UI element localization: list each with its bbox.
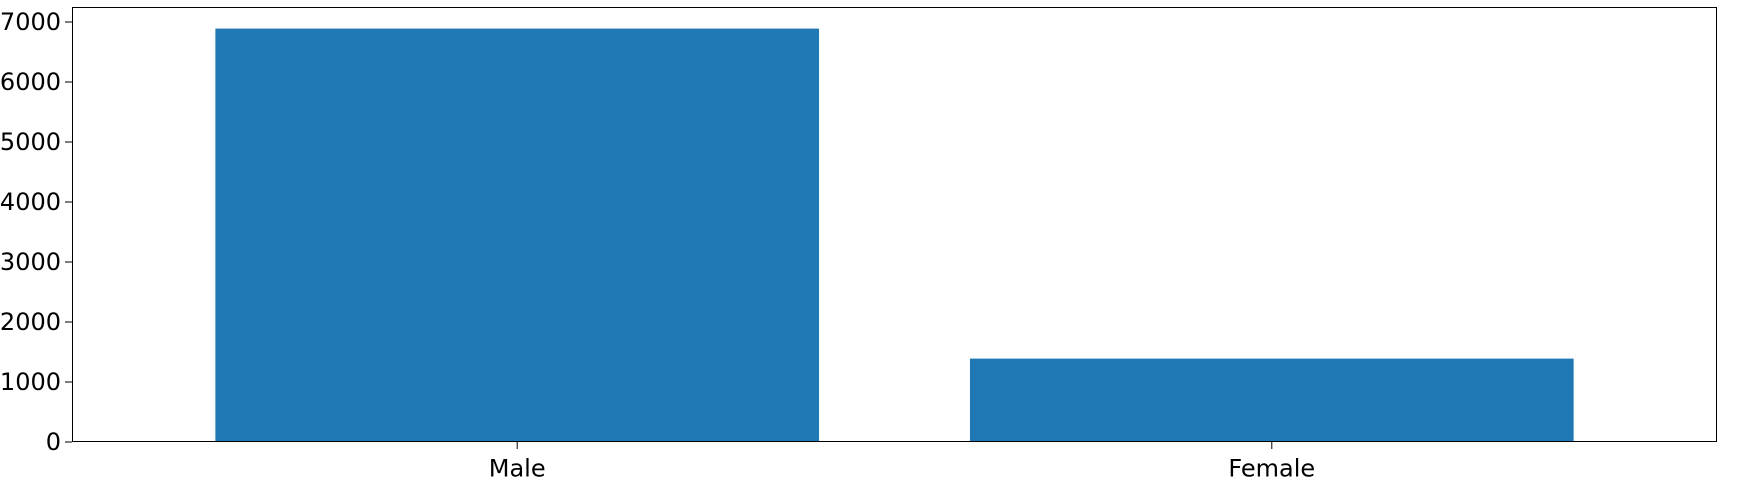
y-tick-label: 2000 xyxy=(0,308,61,336)
y-tick-label: 7000 xyxy=(0,8,61,36)
bar-female xyxy=(969,358,1574,442)
y-tick-label: 0 xyxy=(46,428,61,456)
x-tick-label-female: Female xyxy=(1228,455,1315,479)
bar-male xyxy=(215,28,820,442)
bars-layer xyxy=(215,28,1574,442)
y-tick-label: 3000 xyxy=(0,248,61,276)
y-tick-label: 5000 xyxy=(0,128,61,156)
y-tick-label: 6000 xyxy=(0,68,61,96)
x-tick-label-male: Male xyxy=(489,455,546,479)
y-axis: 0 1000 2000 3000 4000 5000 6000 7000 xyxy=(0,8,72,456)
plot-frame xyxy=(72,7,1717,442)
y-tick-label: 1000 xyxy=(0,368,61,396)
y-tick-label: 4000 xyxy=(0,188,61,216)
x-axis: Male Female xyxy=(489,442,1315,483)
